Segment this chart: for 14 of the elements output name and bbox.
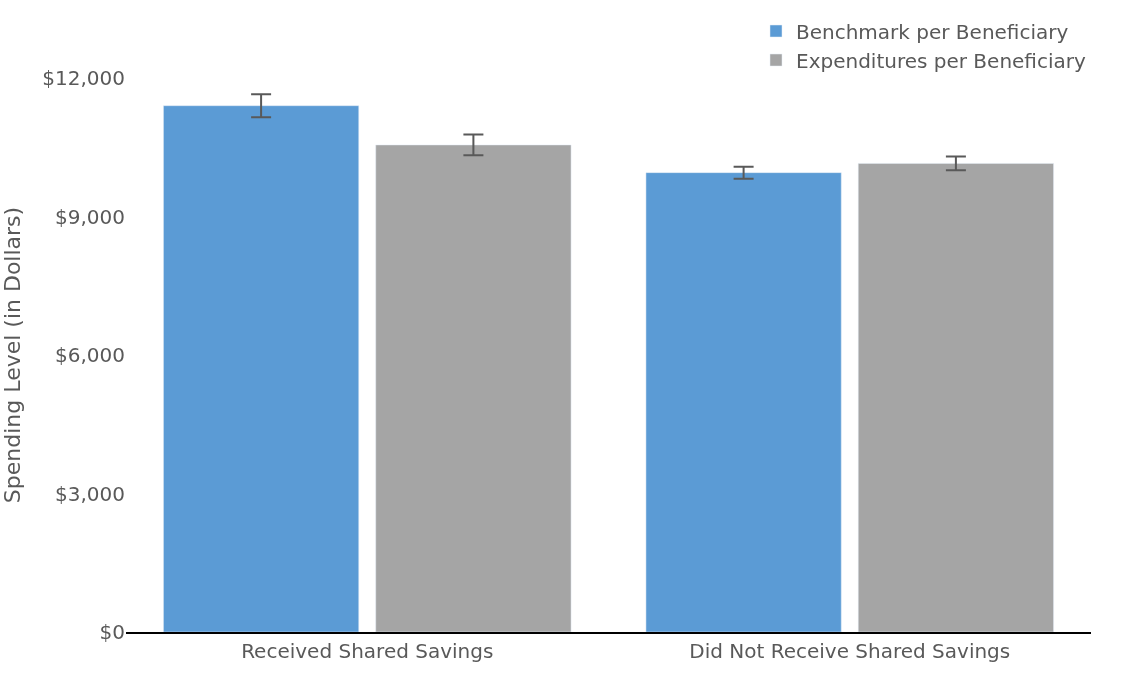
bar	[645, 172, 842, 632]
bar	[857, 163, 1054, 632]
x-tick-label: Received Shared Savings	[241, 639, 494, 663]
y-tick-label: $9,000	[55, 204, 125, 229]
legend-label: Expenditures per Beneficiary	[796, 48, 1086, 73]
y-tick-label: $3,000	[55, 481, 125, 506]
bar	[163, 105, 360, 632]
x-tick-label: Did Not Receive Shared Savings	[689, 639, 1011, 663]
bar	[375, 144, 572, 632]
y-tick-label: $12,000	[42, 66, 125, 90]
y-tick-label: $6,000	[55, 343, 125, 367]
legend-label: Benchmark per Beneficiary	[796, 19, 1069, 44]
y-axis-title: Spending Level (in Dollars)	[0, 206, 26, 504]
y-tick-label: $0	[99, 620, 125, 644]
